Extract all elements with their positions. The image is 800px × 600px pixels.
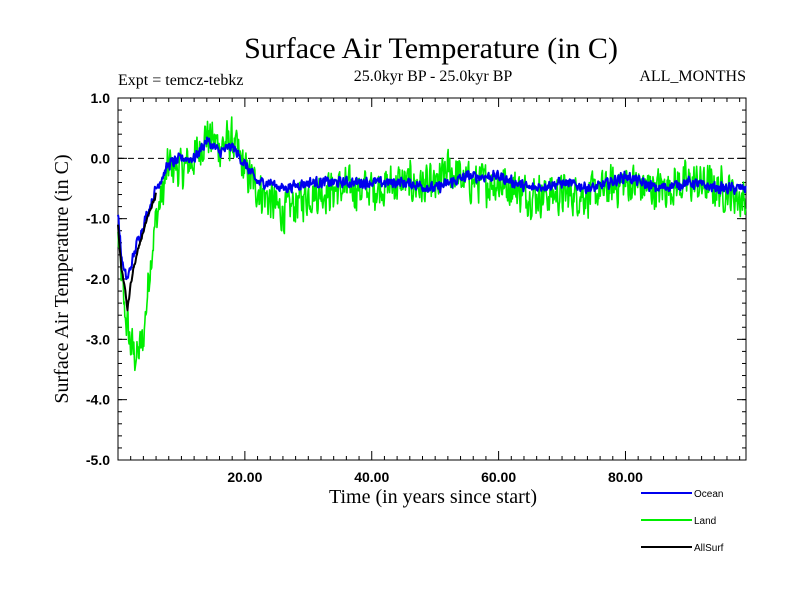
y-tick-label: -4.0 — [86, 392, 110, 408]
y-tick-label: 1.0 — [91, 90, 111, 106]
x-tick-label: 40.00 — [354, 469, 389, 485]
y-tick-label: 0.0 — [91, 150, 111, 166]
y-tick-label: -2.0 — [86, 271, 110, 287]
plot-area: 1.0 0.0 -1.0 -2.0 -3.0 -4.0 -5.0 20.00 40.00 60.0… — [86, 90, 747, 485]
series-line-ocean — [117, 136, 747, 281]
legend-label-land: Land — [694, 516, 716, 527]
chart-subtitle-center: 25.0kyr BP - 25.0kyr BP — [354, 68, 513, 85]
legend-label-allsurf: AllSurf — [694, 543, 724, 554]
series-line-allsurf — [117, 192, 157, 312]
x-tick-label: 80.00 — [608, 469, 643, 485]
y-tick-label: -1.0 — [86, 211, 110, 227]
y-tick-label: -3.0 — [86, 331, 110, 347]
series-line-land — [117, 116, 747, 372]
plot-frame — [117, 97, 747, 461]
legend: Ocean Land AllSurf — [641, 489, 724, 554]
chart-subtitle-right: ALL_MONTHS — [639, 68, 746, 85]
y-axis-label: Surface Air Temperature (in C) — [51, 154, 73, 403]
y-tick-label: -5.0 — [86, 452, 110, 468]
legend-label-ocean: Ocean — [694, 489, 723, 500]
x-axis-label: Time (in years since start) — [329, 486, 537, 508]
chart-subtitle-left: Expt = temcz-tebkz — [118, 72, 243, 89]
x-tick-label: 20.00 — [227, 469, 262, 485]
chart-title: Surface Air Temperature (in C) — [244, 32, 618, 65]
x-tick-label: 60.00 — [481, 469, 516, 485]
